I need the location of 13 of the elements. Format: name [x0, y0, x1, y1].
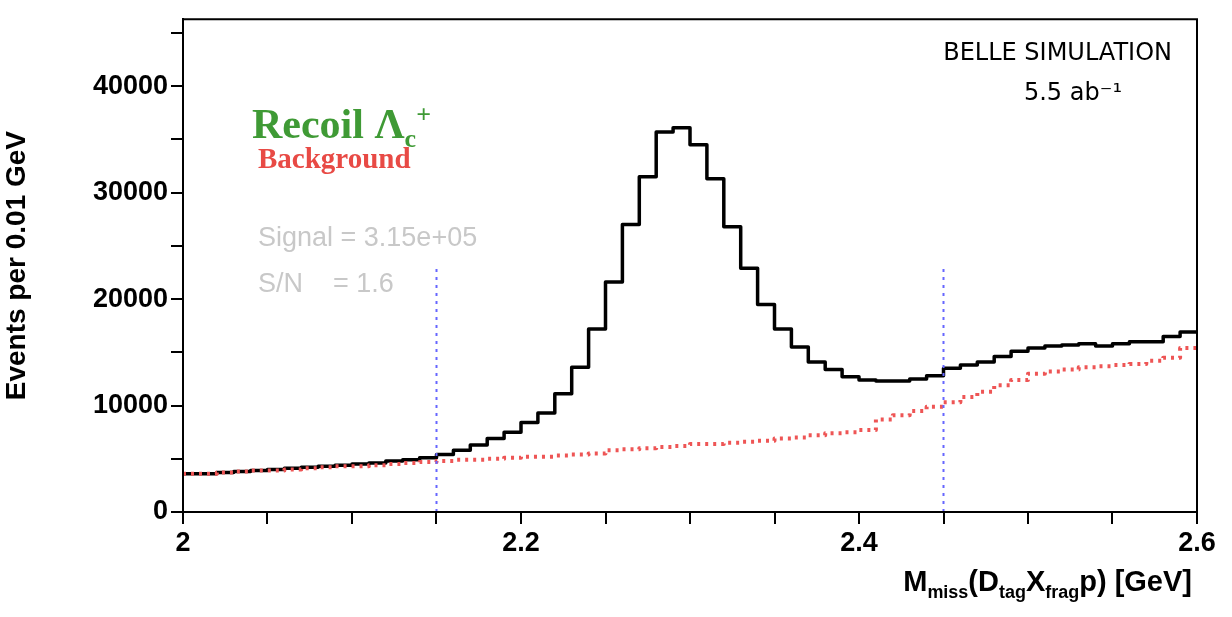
x-tick-label: 2: [175, 526, 191, 557]
annotation: BELLE SIMULATION: [943, 38, 1172, 66]
y-tick-label: 10000: [92, 389, 168, 420]
x-tick-label: 2.2: [502, 526, 540, 557]
y-tick-label: 0: [152, 495, 168, 526]
annotation: 5.5 ab⁻¹: [1023, 78, 1122, 106]
y-tick-label: 40000: [92, 69, 168, 100]
x-tick-label: 2.4: [840, 526, 878, 557]
y-tick-label: 20000: [92, 282, 168, 313]
y-axis-title: Events per 0.01 GeV: [0, 130, 31, 401]
x-tick-label: 2.6: [1178, 526, 1216, 557]
y-tick-label: 30000: [92, 176, 168, 207]
x-axis-title: M$_{miss}$(D$_{tag}$X$_{frag}$p) [GeV]: [903, 565, 1192, 603]
